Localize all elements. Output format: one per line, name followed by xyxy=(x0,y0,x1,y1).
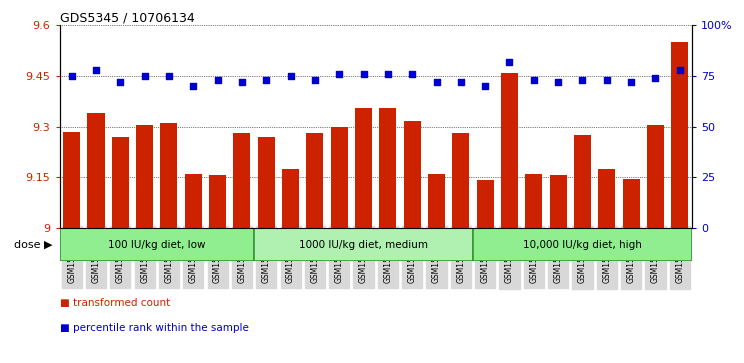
Bar xyxy=(623,179,640,228)
Point xyxy=(577,77,589,83)
Point xyxy=(528,77,540,83)
Bar xyxy=(88,113,104,228)
Bar xyxy=(452,133,469,228)
Point xyxy=(504,59,516,65)
Point xyxy=(625,79,637,85)
Point xyxy=(90,67,102,73)
Point xyxy=(431,79,443,85)
Bar xyxy=(379,108,397,228)
Bar xyxy=(477,180,494,228)
Bar xyxy=(60,228,254,261)
Text: ■ transformed count: ■ transformed count xyxy=(60,298,170,308)
Point xyxy=(163,73,175,79)
Point xyxy=(285,73,297,79)
Text: ■ percentile rank within the sample: ■ percentile rank within the sample xyxy=(60,323,248,333)
Point xyxy=(601,77,613,83)
Bar xyxy=(550,175,567,228)
Point xyxy=(236,79,248,85)
Text: GDS5345 / 10706134: GDS5345 / 10706134 xyxy=(60,11,194,24)
Bar xyxy=(501,73,518,228)
Bar xyxy=(331,127,347,228)
Text: 1000 IU/kg diet, medium: 1000 IU/kg diet, medium xyxy=(299,240,428,249)
Bar xyxy=(282,169,299,228)
Bar xyxy=(598,169,615,228)
Point xyxy=(309,77,321,83)
Bar xyxy=(234,133,251,228)
Point xyxy=(674,67,686,73)
Bar xyxy=(671,42,688,228)
Bar xyxy=(307,133,324,228)
Bar xyxy=(355,108,372,228)
Point xyxy=(333,71,345,77)
Point xyxy=(358,71,370,77)
Bar xyxy=(647,125,664,228)
Point xyxy=(650,75,661,81)
Bar xyxy=(525,174,542,228)
Bar xyxy=(185,174,202,228)
Point xyxy=(479,83,491,89)
Bar xyxy=(257,136,275,228)
Point xyxy=(115,79,126,85)
Point xyxy=(187,83,199,89)
Point xyxy=(260,77,272,83)
Text: dose ▶: dose ▶ xyxy=(13,240,52,249)
Point xyxy=(552,79,564,85)
Bar xyxy=(428,174,445,228)
Point xyxy=(65,73,77,79)
Bar xyxy=(63,131,80,228)
Text: 100 IU/kg diet, low: 100 IU/kg diet, low xyxy=(108,240,205,249)
Bar xyxy=(209,175,226,228)
Bar xyxy=(161,123,178,228)
Bar xyxy=(136,125,153,228)
Bar xyxy=(473,228,692,261)
Text: 10,000 IU/kg diet, high: 10,000 IU/kg diet, high xyxy=(523,240,642,249)
Bar xyxy=(574,135,591,228)
Point xyxy=(382,71,394,77)
Point xyxy=(455,79,466,85)
Point xyxy=(406,71,418,77)
Point xyxy=(212,77,224,83)
Bar xyxy=(112,136,129,228)
Bar xyxy=(404,122,420,228)
Point xyxy=(138,73,150,79)
Bar xyxy=(254,228,473,261)
